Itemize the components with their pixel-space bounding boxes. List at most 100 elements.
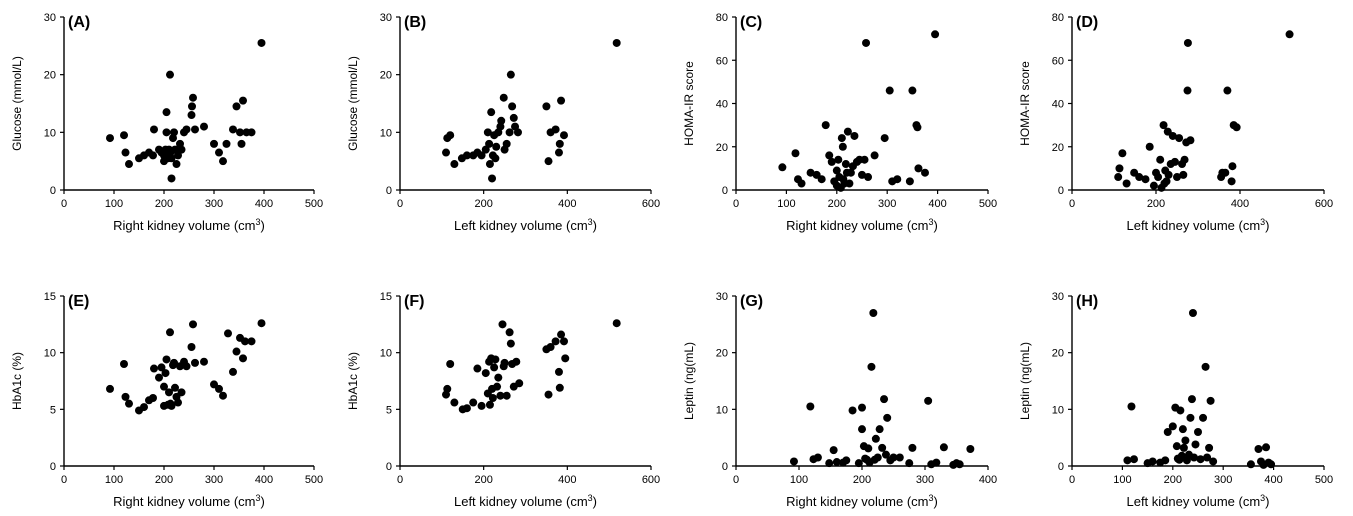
data-point [832, 458, 841, 467]
x-tick-label: 400 [979, 474, 997, 486]
data-point [222, 139, 231, 148]
data-point [125, 399, 133, 408]
y-axis-title: HOMA-IR score [682, 61, 696, 146]
data-point [551, 125, 560, 134]
data-point [1246, 460, 1255, 469]
y-tick-label: 10 [716, 404, 728, 416]
data-point [120, 131, 128, 140]
data-point [1180, 155, 1189, 164]
data-point [446, 131, 455, 140]
x-axis-title: Left kidney volume (cm3) [1126, 217, 1269, 233]
data-point [200, 122, 208, 131]
data-point [1199, 413, 1208, 422]
panel-label: (G) [740, 293, 763, 310]
x-tick-label: 100 [105, 474, 123, 486]
data-point [873, 453, 882, 462]
data-point [162, 355, 171, 364]
data-point [791, 149, 800, 158]
data-point [166, 70, 174, 79]
data-point [1123, 456, 1132, 465]
data-point [921, 168, 929, 177]
data-point [257, 319, 266, 328]
data-point [905, 177, 914, 186]
y-tick-label: 30 [1052, 291, 1064, 303]
data-point [908, 443, 917, 452]
x-axis-title: Right kidney volume (cm3) [786, 493, 938, 509]
data-point [778, 163, 787, 172]
panel-label: (C) [740, 14, 762, 31]
x-tick-label: 600 [642, 474, 660, 486]
data-point [490, 363, 499, 372]
data-point [167, 154, 176, 163]
data-point [239, 354, 247, 363]
data-point [1187, 395, 1196, 404]
data-point [895, 453, 904, 462]
data-point [893, 175, 902, 184]
data-point [149, 151, 157, 160]
data-point [1168, 131, 1177, 140]
data-point [121, 148, 130, 157]
data-point [210, 139, 218, 148]
data-point [875, 425, 884, 434]
data-point [542, 102, 551, 111]
data-point [1172, 442, 1181, 451]
y-tick-label: 5 [50, 404, 56, 416]
x-tick-label: 300 [1214, 474, 1232, 486]
y-axis-title: HOMA-IR score [1018, 61, 1032, 146]
data-point [149, 394, 157, 402]
data-point [1115, 164, 1124, 173]
data-point [162, 108, 171, 117]
data-point [546, 343, 555, 351]
chart-panel: 0 100 200 300 400 0 10 20 30 (G) Right kidney volu… [682, 291, 997, 509]
data-point [932, 458, 941, 467]
data-point [162, 128, 171, 137]
data-point [177, 145, 186, 154]
data-point [1267, 460, 1276, 469]
panel-label: (A) [68, 14, 90, 31]
x-tick-label: 100 [777, 198, 795, 210]
data-point [443, 384, 452, 393]
data-point [491, 355, 500, 364]
data-point [858, 425, 866, 434]
data-point [834, 155, 843, 164]
x-tick-label: 500 [1315, 474, 1333, 486]
x-tick-label: 0 [61, 474, 67, 486]
data-point [450, 398, 459, 407]
data-point [236, 128, 244, 137]
data-point [858, 403, 866, 412]
data-point [612, 38, 621, 47]
data-point [864, 173, 873, 182]
x-tick-label: 100 [1113, 474, 1131, 486]
data-point [247, 128, 256, 137]
data-point [477, 401, 486, 410]
data-point [1159, 121, 1168, 130]
data-point [241, 337, 249, 346]
data-point [506, 339, 515, 348]
data-point [555, 139, 564, 148]
y-tick-label: 60 [716, 55, 728, 67]
data-point [1209, 457, 1218, 466]
data-point [499, 93, 508, 102]
data-point [862, 38, 871, 47]
data-point [1135, 173, 1144, 182]
data-point [848, 406, 857, 415]
panel-label: (E) [68, 293, 89, 310]
y-tick-label: 10 [380, 127, 392, 139]
x-tick-label: 0 [733, 474, 739, 486]
data-point [106, 384, 114, 393]
x-tick-label: 200 [155, 198, 173, 210]
data-point [850, 131, 859, 140]
data-point [837, 134, 846, 143]
y-tick-label: 0 [386, 461, 392, 473]
data-point [485, 400, 494, 409]
y-tick-label: 0 [722, 185, 728, 197]
data-point [166, 328, 174, 337]
data-point [215, 384, 223, 393]
data-point [1129, 455, 1138, 464]
data-point [1206, 396, 1215, 405]
y-axis-title: Glucose (mmol/L) [10, 56, 24, 151]
x-tick-label: 100 [790, 474, 808, 486]
data-point [1161, 456, 1170, 465]
data-point [171, 383, 179, 392]
data-point [247, 337, 256, 346]
